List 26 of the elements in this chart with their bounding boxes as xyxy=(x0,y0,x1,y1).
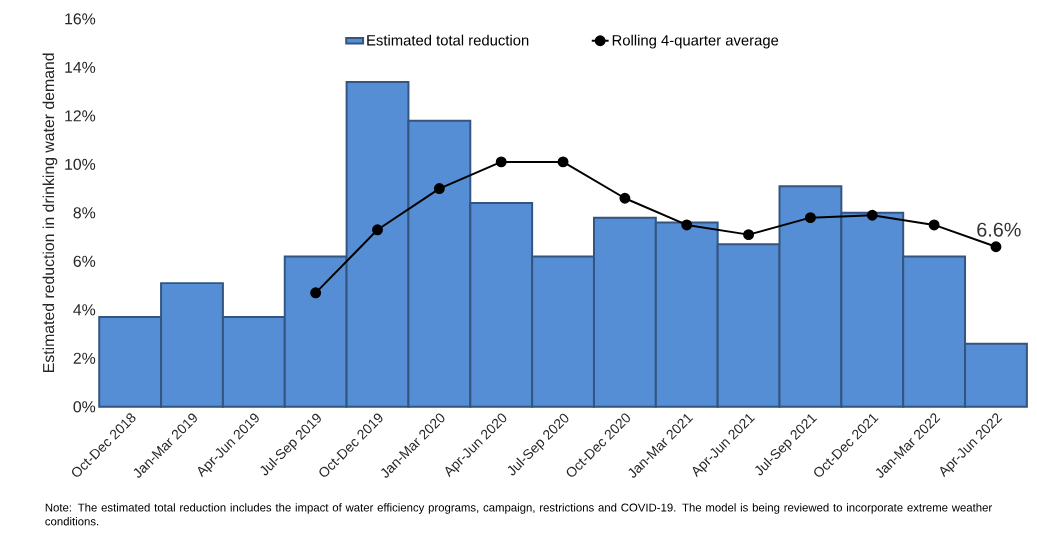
legend-label: Estimated total reduction xyxy=(367,34,529,46)
y-tick-label: 10% xyxy=(65,158,96,171)
y-tick-label: 2% xyxy=(73,352,96,364)
point xyxy=(619,192,631,204)
text: Note: The estimated total reduction includes the impact of water efficiency programs, campaign, restrictions and COVID-19. The model is being reviewed to incorporate extreme weather conditions. xyxy=(45,503,992,526)
point xyxy=(990,241,1002,253)
y-tick-label: 8% xyxy=(73,207,96,219)
point xyxy=(866,209,878,221)
y-tick-label: 6% xyxy=(73,255,96,268)
y-tick-label: 0% xyxy=(73,401,96,413)
point xyxy=(372,224,383,236)
point xyxy=(928,219,940,231)
y-axis-title: Estimated reduction in drinking water demand xyxy=(42,53,58,373)
annotation: 6.6% xyxy=(977,222,1021,237)
y-tick-label: 16% xyxy=(65,13,96,25)
point xyxy=(433,183,445,195)
y-tick-label: 14% xyxy=(65,61,96,73)
legend-label: Rolling 4-quarter average xyxy=(612,34,779,49)
point xyxy=(681,219,693,231)
y-tick-label: 4% xyxy=(73,304,96,316)
point xyxy=(743,229,755,241)
point xyxy=(495,156,507,168)
point xyxy=(557,156,569,168)
y-tick-label: 12% xyxy=(65,110,96,122)
point xyxy=(804,212,816,224)
point xyxy=(310,287,322,299)
